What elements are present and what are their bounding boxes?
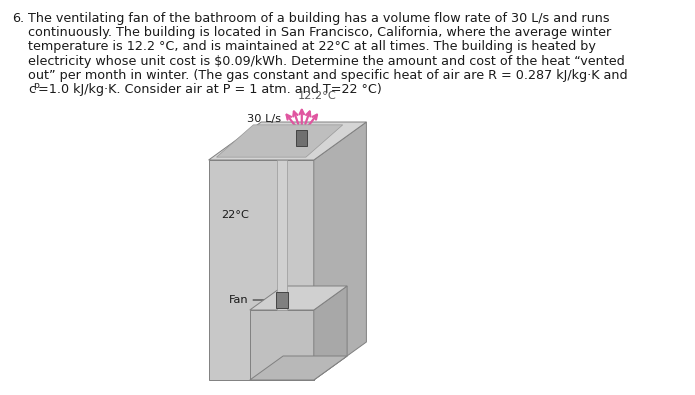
Text: Bathroom: Bathroom [254,348,310,358]
Polygon shape [296,130,307,146]
Polygon shape [250,310,314,380]
Text: p: p [33,81,40,90]
Polygon shape [208,160,314,380]
Polygon shape [250,286,347,310]
Text: out” per month in winter. (The gas constant and specific heat of air are R = 0.2: out” per month in winter. (The gas const… [28,69,628,82]
Text: Fan: Fan [229,295,249,305]
Text: 12.2°C: 12.2°C [298,90,337,101]
Text: =1.0 kJ/kg·K. Consider air at P = 1 atm. and T=22 °C): =1.0 kJ/kg·K. Consider air at P = 1 atm.… [38,83,382,96]
Text: electricity whose unit cost is $0.09/kWh. Determine the amount and cost of the h: electricity whose unit cost is $0.09/kWh… [28,55,625,68]
Polygon shape [277,160,286,310]
Text: continuously. The building is located in San Francisco, California, where the av: continuously. The building is located in… [28,26,612,39]
Polygon shape [208,122,366,160]
Text: 22°C: 22°C [221,210,249,220]
Polygon shape [250,356,347,380]
Text: The ventilating fan of the bathroom of a building has a volume flow rate of 30 L: The ventilating fan of the bathroom of a… [28,12,610,25]
Polygon shape [314,122,366,380]
Polygon shape [217,125,343,157]
Text: c: c [28,83,35,96]
Polygon shape [276,292,288,308]
Text: 30 L/s: 30 L/s [247,113,281,124]
Text: 6.: 6. [13,12,24,25]
Text: temperature is 12.2 °C, and is maintained at 22°C at all times. The building is : temperature is 12.2 °C, and is maintaine… [28,40,596,53]
Polygon shape [314,286,347,380]
